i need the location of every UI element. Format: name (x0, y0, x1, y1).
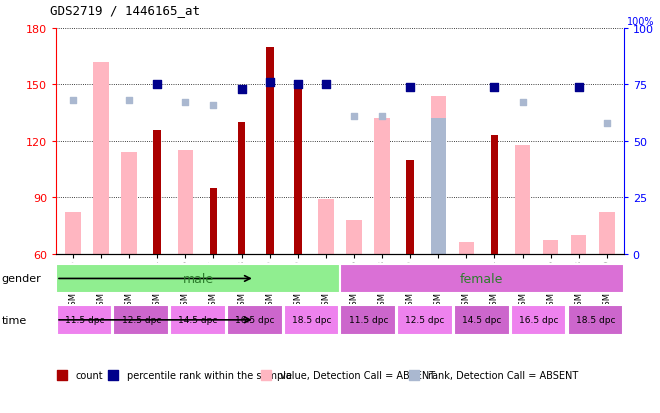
Point (574, 84, 584, 91)
Bar (430, 119, 446, 254)
Bar (153, 130, 161, 254)
Bar (294, 85, 302, 254)
Text: 12.5 dpc: 12.5 dpc (405, 316, 445, 325)
Point (68, 97, 79, 104)
Bar (114, 305, 169, 335)
Bar (178, 151, 193, 254)
Text: 100%: 100% (627, 17, 655, 27)
Bar (93, 63, 109, 254)
Bar (284, 305, 339, 335)
Text: percentile rank within the sample: percentile rank within the sample (127, 370, 292, 380)
Bar (341, 305, 396, 335)
Text: value, Detection Call = ABSENT: value, Detection Call = ABSENT (280, 370, 436, 380)
Bar (227, 305, 282, 335)
Bar (340, 264, 624, 294)
Text: gender: gender (1, 274, 41, 284)
Point (405, 84, 415, 91)
Bar (56, 264, 340, 294)
Bar (406, 160, 414, 254)
Point (236, 86, 247, 93)
Text: 18.5 dpc: 18.5 dpc (292, 316, 331, 325)
Bar (397, 305, 453, 335)
Bar (430, 96, 446, 254)
Text: 14.5 dpc: 14.5 dpc (462, 316, 502, 325)
Point (386, 106, 397, 113)
Text: female: female (460, 272, 504, 285)
Bar (346, 220, 362, 254)
Bar (571, 235, 587, 254)
Point (152, 82, 162, 88)
Text: GDS2719 / 1446165_at: GDS2719 / 1446165_at (50, 4, 199, 17)
Point (517, 100, 528, 107)
Point (601, 120, 612, 127)
Bar (515, 145, 530, 254)
Point (348, 114, 359, 120)
Bar (568, 305, 623, 335)
Point (377, 114, 387, 120)
Bar (490, 136, 498, 254)
Bar (318, 199, 333, 254)
Point (489, 84, 500, 91)
Bar (543, 241, 558, 254)
Text: 11.5 dpc: 11.5 dpc (348, 316, 388, 325)
Bar (454, 305, 510, 335)
Bar (209, 188, 217, 254)
Bar (266, 47, 274, 254)
Point (265, 80, 275, 86)
Bar (238, 123, 246, 254)
Text: 18.5 dpc: 18.5 dpc (576, 316, 615, 325)
Point (180, 100, 191, 107)
Bar (374, 119, 390, 254)
Text: 16.5 dpc: 16.5 dpc (519, 316, 558, 325)
Bar (511, 305, 566, 335)
Text: count: count (76, 370, 104, 380)
Text: time: time (1, 315, 26, 325)
Text: 12.5 dpc: 12.5 dpc (121, 316, 161, 325)
Bar (459, 243, 474, 254)
Point (124, 97, 135, 104)
Bar (170, 305, 226, 335)
Text: 14.5 dpc: 14.5 dpc (178, 316, 218, 325)
Point (292, 82, 303, 88)
Point (321, 82, 331, 88)
Bar (65, 213, 81, 254)
Text: rank, Detection Call = ABSENT: rank, Detection Call = ABSENT (428, 370, 578, 380)
Point (208, 102, 218, 109)
Bar (121, 153, 137, 254)
Text: 11.5 dpc: 11.5 dpc (65, 316, 104, 325)
Bar (599, 213, 614, 254)
Bar (57, 305, 112, 335)
Text: male: male (182, 272, 214, 285)
Text: 16.5 dpc: 16.5 dpc (235, 316, 275, 325)
